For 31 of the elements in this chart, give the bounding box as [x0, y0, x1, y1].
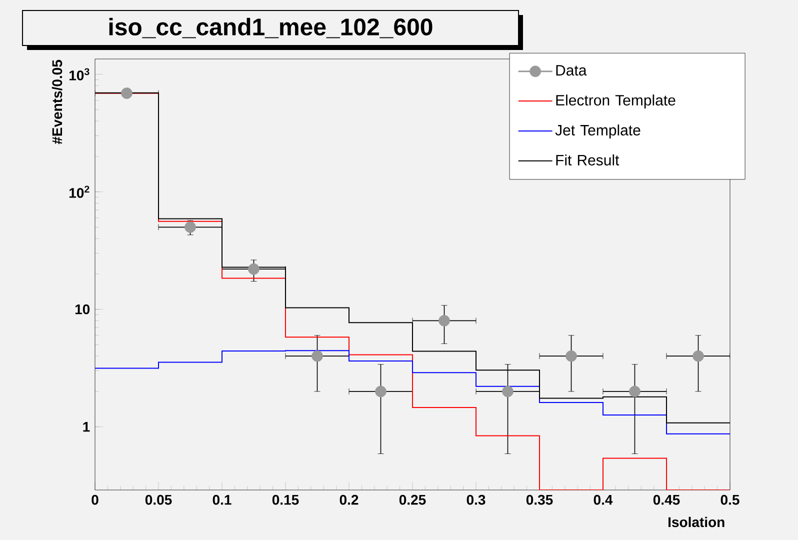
x-tick-label: 0.4 [594, 494, 613, 505]
point [121, 88, 132, 99]
point [312, 350, 323, 362]
point [629, 386, 640, 398]
x-tick-label: 0.45 [653, 494, 680, 505]
point [375, 386, 386, 398]
point [438, 314, 450, 326]
point [248, 263, 260, 275]
x-tick-label: 0.1 [212, 494, 232, 505]
point [566, 350, 577, 362]
x-axis-title: Isolation [668, 516, 724, 528]
legend-label: Jet Template [555, 124, 640, 138]
y-tick-label: 1 [83, 422, 90, 432]
y-axis-title: #Events/0.05 [52, 60, 62, 144]
x-tick-label: 0 [92, 494, 98, 505]
y-tick-label: 10$^{2}$ [70, 186, 90, 198]
x-tick-label: 0.5 [720, 494, 740, 505]
chart-title: iso_cc_cand1_mee_102_600 [109, 18, 432, 38]
legend-label: Data [556, 65, 587, 76]
x-tick-label: 0.15 [272, 494, 299, 505]
x-tick-label: 0.05 [145, 494, 172, 505]
y-tick-label: 10$^{3}$ [70, 68, 90, 80]
x-tick-label: 0.3 [466, 494, 486, 505]
point [692, 350, 704, 362]
point [502, 386, 514, 398]
x-tick-label: 0.2 [340, 494, 358, 505]
y-tick-label: 10 [75, 304, 90, 314]
legend-label: Fit Result [556, 154, 620, 166]
legend-label: Electron Template [556, 94, 676, 109]
x-tick-label: 0.35 [526, 494, 553, 505]
x-tick-label: 0.25 [399, 494, 426, 505]
